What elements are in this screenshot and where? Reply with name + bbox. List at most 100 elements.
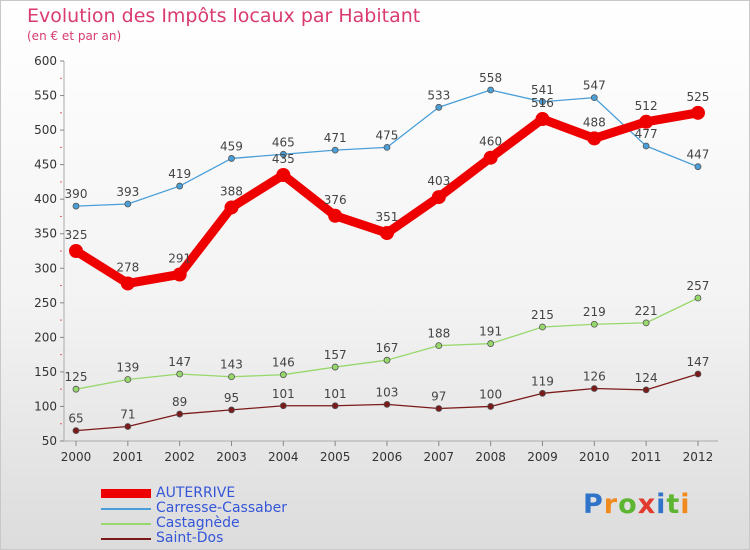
data-point-auterrive bbox=[69, 244, 83, 258]
x-tick-label: 2008 bbox=[475, 450, 506, 464]
y-tick-label: 350 bbox=[34, 227, 57, 241]
x-tick-label: 2007 bbox=[424, 450, 455, 464]
data-point-auterrive bbox=[120, 276, 135, 291]
logo-letter: r bbox=[603, 489, 619, 520]
data-label-auterrive: 291 bbox=[168, 251, 191, 265]
data-point-auterrive bbox=[639, 114, 654, 129]
data-point-auterrive bbox=[483, 150, 498, 165]
data-label-auterrive: 325 bbox=[65, 228, 88, 242]
x-tick-label: 2009 bbox=[527, 450, 558, 464]
data-point-castagn-de bbox=[124, 376, 132, 383]
data-point-carresse-cassaber bbox=[435, 103, 443, 111]
data-point-carresse-cassaber bbox=[331, 146, 339, 154]
data-point-auterrive bbox=[276, 168, 291, 182]
y-tick-label: 450 bbox=[34, 158, 57, 172]
data-label-castagn-de: 257 bbox=[687, 279, 710, 293]
data-point-auterrive bbox=[172, 267, 187, 282]
data-label-carresse-cassaber: 393 bbox=[116, 185, 139, 199]
data-point-carresse-cassaber bbox=[124, 200, 132, 208]
data-point-castagn-de bbox=[228, 373, 235, 381]
legend-swatch bbox=[101, 489, 151, 498]
y-tick-label: 400 bbox=[34, 192, 57, 206]
data-point-carresse-cassaber bbox=[383, 143, 391, 151]
data-point-saint-dos bbox=[383, 400, 391, 408]
legend-label: AUTERRIVE bbox=[156, 485, 236, 501]
y-tick-label: 500 bbox=[34, 123, 57, 137]
logo-letter: t bbox=[666, 489, 681, 520]
data-label-saint-dos: 71 bbox=[120, 407, 135, 421]
data-label-saint-dos: 101 bbox=[272, 387, 295, 401]
data-label-auterrive: 278 bbox=[116, 260, 139, 274]
data-point-carresse-cassaber bbox=[539, 98, 546, 106]
data-label-auterrive: 460 bbox=[479, 135, 502, 149]
data-point-castagn-de bbox=[642, 319, 650, 327]
data-point-carresse-cassaber bbox=[228, 155, 235, 162]
data-point-castagn-de bbox=[590, 320, 598, 328]
data-point-saint-dos bbox=[72, 427, 80, 435]
x-tick-label: 2006 bbox=[372, 450, 403, 464]
data-point-carresse-cassaber bbox=[642, 142, 650, 150]
data-point-saint-dos bbox=[279, 402, 287, 410]
data-label-saint-dos: 97 bbox=[431, 390, 446, 404]
y-tick-label: 550 bbox=[34, 89, 57, 103]
data-label-castagn-de: 139 bbox=[116, 361, 139, 375]
data-point-carresse-cassaber bbox=[590, 94, 598, 102]
data-point-carresse-cassaber bbox=[72, 202, 80, 210]
logo-letter: x bbox=[637, 489, 657, 520]
data-label-saint-dos: 147 bbox=[687, 355, 710, 369]
legend-swatch bbox=[101, 508, 151, 510]
y-tick-label: 100 bbox=[34, 399, 57, 413]
data-label-castagn-de: 146 bbox=[272, 356, 295, 370]
data-point-auterrive bbox=[328, 208, 343, 223]
data-point-saint-dos bbox=[590, 385, 598, 392]
data-label-saint-dos: 65 bbox=[68, 412, 83, 426]
data-label-carresse-cassaber: 533 bbox=[427, 88, 450, 102]
x-tick-label: 2012 bbox=[683, 450, 714, 464]
data-label-carresse-cassaber: 475 bbox=[376, 128, 399, 142]
data-point-saint-dos bbox=[539, 389, 546, 397]
chart-title: Evolution des Impôts locaux par Habitant bbox=[27, 5, 421, 27]
data-point-auterrive bbox=[587, 131, 602, 146]
proxiti-logo: Proxiti bbox=[583, 489, 691, 520]
data-point-castagn-de bbox=[176, 370, 184, 378]
data-point-carresse-cassaber bbox=[176, 182, 184, 190]
x-tick-label: 2011 bbox=[631, 450, 662, 464]
data-label-castagn-de: 188 bbox=[427, 327, 450, 341]
data-point-auterrive bbox=[535, 112, 550, 127]
data-label-auterrive: 376 bbox=[324, 193, 347, 207]
data-label-carresse-cassaber: 447 bbox=[687, 148, 710, 162]
data-label-saint-dos: 103 bbox=[376, 385, 399, 399]
data-point-saint-dos bbox=[124, 423, 132, 430]
data-point-auterrive bbox=[379, 226, 394, 241]
legend-label: Castagnède bbox=[156, 515, 240, 531]
data-label-auterrive: 488 bbox=[583, 115, 606, 129]
data-label-saint-dos: 95 bbox=[224, 391, 239, 405]
data-label-castagn-de: 125 bbox=[65, 370, 88, 384]
data-label-auterrive: 351 bbox=[376, 210, 399, 224]
data-point-castagn-de bbox=[279, 371, 287, 379]
data-point-castagn-de bbox=[435, 342, 443, 350]
data-label-castagn-de: 143 bbox=[220, 358, 243, 372]
data-label-castagn-de: 221 bbox=[635, 304, 658, 318]
data-point-castagn-de bbox=[331, 363, 339, 371]
data-point-auterrive bbox=[431, 190, 446, 205]
data-point-saint-dos bbox=[435, 405, 443, 412]
data-label-carresse-cassaber: 390 bbox=[65, 187, 88, 201]
data-point-carresse-cassaber bbox=[487, 86, 495, 94]
data-point-castagn-de bbox=[383, 356, 391, 364]
data-label-auterrive: 516 bbox=[531, 96, 554, 110]
data-label-saint-dos: 101 bbox=[324, 387, 347, 401]
data-point-saint-dos bbox=[694, 370, 702, 378]
data-label-auterrive: 403 bbox=[427, 174, 450, 188]
data-label-carresse-cassaber: 558 bbox=[479, 71, 502, 85]
data-label-castagn-de: 215 bbox=[531, 308, 554, 322]
data-point-castagn-de bbox=[72, 385, 80, 393]
data-label-castagn-de: 191 bbox=[479, 325, 502, 339]
data-point-saint-dos bbox=[642, 386, 650, 394]
data-label-castagn-de: 147 bbox=[168, 355, 191, 369]
data-point-saint-dos bbox=[228, 406, 235, 414]
x-tick-label: 2003 bbox=[216, 450, 247, 464]
logo-letter: i bbox=[680, 489, 691, 520]
data-label-carresse-cassaber: 465 bbox=[272, 135, 295, 149]
data-label-carresse-cassaber: 477 bbox=[635, 127, 658, 141]
